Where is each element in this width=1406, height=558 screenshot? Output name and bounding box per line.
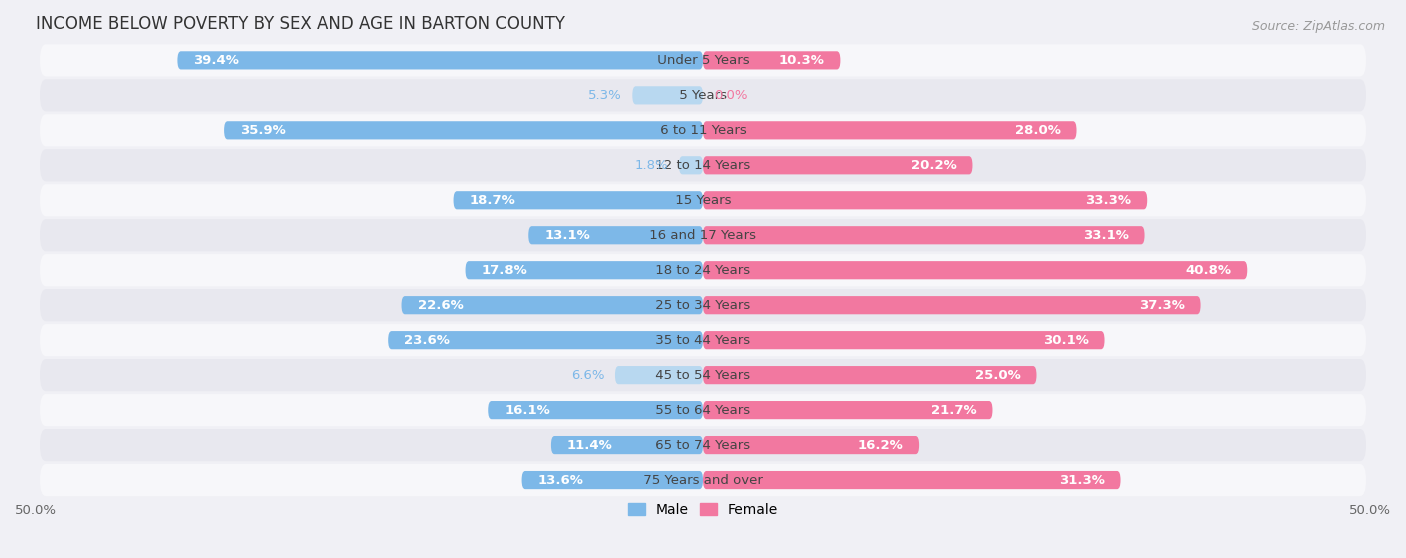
Text: 30.1%: 30.1% (1043, 334, 1088, 347)
Text: 22.6%: 22.6% (418, 299, 463, 312)
Text: 39.4%: 39.4% (194, 54, 239, 67)
FancyBboxPatch shape (703, 366, 1036, 384)
FancyBboxPatch shape (703, 51, 841, 69)
Text: 55 to 64 Years: 55 to 64 Years (651, 403, 755, 417)
Text: 37.3%: 37.3% (1139, 299, 1185, 312)
Text: 33.1%: 33.1% (1083, 229, 1129, 242)
Text: 40.8%: 40.8% (1185, 264, 1232, 277)
FancyBboxPatch shape (551, 436, 703, 454)
FancyBboxPatch shape (703, 401, 993, 419)
FancyBboxPatch shape (703, 296, 1201, 314)
Text: 25.0%: 25.0% (974, 369, 1021, 382)
Text: 16 and 17 Years: 16 and 17 Years (645, 229, 761, 242)
Text: 35 to 44 Years: 35 to 44 Years (651, 334, 755, 347)
FancyBboxPatch shape (465, 261, 703, 280)
Text: Under 5 Years: Under 5 Years (652, 54, 754, 67)
Text: 17.8%: 17.8% (482, 264, 527, 277)
FancyBboxPatch shape (679, 156, 703, 175)
Text: 13.1%: 13.1% (544, 229, 591, 242)
Text: 10.3%: 10.3% (779, 54, 824, 67)
Text: 33.3%: 33.3% (1085, 194, 1132, 207)
FancyBboxPatch shape (703, 331, 1105, 349)
Text: 45 to 54 Years: 45 to 54 Years (651, 369, 755, 382)
FancyBboxPatch shape (39, 114, 1367, 146)
Text: Source: ZipAtlas.com: Source: ZipAtlas.com (1251, 20, 1385, 32)
FancyBboxPatch shape (529, 226, 703, 244)
FancyBboxPatch shape (703, 471, 1121, 489)
Text: 65 to 74 Years: 65 to 74 Years (651, 439, 755, 451)
FancyBboxPatch shape (39, 394, 1367, 426)
FancyBboxPatch shape (39, 44, 1367, 76)
FancyBboxPatch shape (703, 191, 1147, 209)
Text: 0.0%: 0.0% (714, 89, 747, 102)
FancyBboxPatch shape (39, 219, 1367, 251)
FancyBboxPatch shape (703, 436, 920, 454)
FancyBboxPatch shape (39, 429, 1367, 461)
FancyBboxPatch shape (177, 51, 703, 69)
Text: 21.7%: 21.7% (931, 403, 977, 417)
Text: 28.0%: 28.0% (1015, 124, 1060, 137)
FancyBboxPatch shape (388, 331, 703, 349)
FancyBboxPatch shape (703, 261, 1247, 280)
Text: 5.3%: 5.3% (588, 89, 621, 102)
Text: 25 to 34 Years: 25 to 34 Years (651, 299, 755, 312)
Text: 12 to 14 Years: 12 to 14 Years (651, 159, 755, 172)
Text: 15 Years: 15 Years (671, 194, 735, 207)
Legend: Male, Female: Male, Female (623, 497, 783, 522)
FancyBboxPatch shape (614, 366, 703, 384)
FancyBboxPatch shape (703, 156, 973, 175)
FancyBboxPatch shape (402, 296, 703, 314)
Text: 16.1%: 16.1% (505, 403, 550, 417)
FancyBboxPatch shape (522, 471, 703, 489)
FancyBboxPatch shape (39, 184, 1367, 217)
FancyBboxPatch shape (39, 324, 1367, 356)
Text: 20.2%: 20.2% (911, 159, 956, 172)
Text: INCOME BELOW POVERTY BY SEX AND AGE IN BARTON COUNTY: INCOME BELOW POVERTY BY SEX AND AGE IN B… (37, 15, 565, 33)
Text: 31.3%: 31.3% (1059, 474, 1105, 487)
Text: 35.9%: 35.9% (240, 124, 285, 137)
FancyBboxPatch shape (703, 121, 1077, 140)
FancyBboxPatch shape (633, 86, 703, 104)
Text: 18 to 24 Years: 18 to 24 Years (651, 264, 755, 277)
FancyBboxPatch shape (39, 149, 1367, 181)
FancyBboxPatch shape (39, 79, 1367, 112)
FancyBboxPatch shape (454, 191, 703, 209)
Text: 18.7%: 18.7% (470, 194, 516, 207)
FancyBboxPatch shape (39, 254, 1367, 286)
Text: 23.6%: 23.6% (404, 334, 450, 347)
FancyBboxPatch shape (224, 121, 703, 140)
Text: 6.6%: 6.6% (571, 369, 605, 382)
Text: 6 to 11 Years: 6 to 11 Years (655, 124, 751, 137)
Text: 11.4%: 11.4% (567, 439, 613, 451)
FancyBboxPatch shape (703, 226, 1144, 244)
FancyBboxPatch shape (39, 359, 1367, 391)
Text: 13.6%: 13.6% (537, 474, 583, 487)
FancyBboxPatch shape (39, 464, 1367, 496)
Text: 5 Years: 5 Years (675, 89, 731, 102)
Text: 16.2%: 16.2% (858, 439, 903, 451)
Text: 75 Years and over: 75 Years and over (638, 474, 768, 487)
FancyBboxPatch shape (39, 289, 1367, 321)
FancyBboxPatch shape (488, 401, 703, 419)
Text: 1.8%: 1.8% (634, 159, 668, 172)
